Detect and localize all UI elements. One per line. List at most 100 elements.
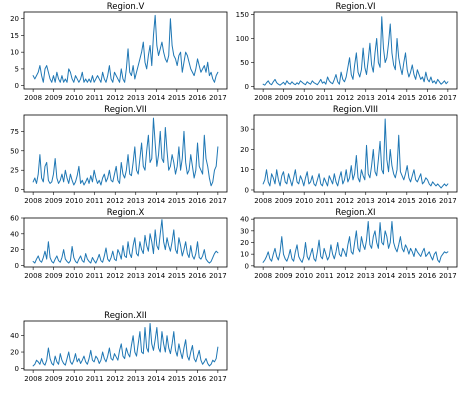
y-tick-label: 0 — [245, 186, 249, 194]
axes-frame — [253, 114, 458, 193]
y-tick-label: 10 — [240, 166, 249, 174]
x-tick-label: 2010 — [65, 375, 83, 383]
subplot-region-x: Region.X 2008 2009 2010 2011 2012 2013 2014 2015… — [10, 208, 228, 280]
x-tick-label: 2017 — [209, 272, 227, 280]
x-tick-label: 2016 — [188, 272, 206, 280]
x-tick-label: 2011 — [86, 272, 104, 280]
x-tick-label: 2011 — [86, 375, 104, 383]
x-tick-label: 2013 — [127, 272, 145, 280]
x-tick-label: 2013 — [127, 94, 145, 102]
x-tick-label: 2010 — [65, 272, 83, 280]
x-tick-label: 2008 — [254, 272, 272, 280]
axes-frame — [23, 217, 228, 268]
x-tick-label: 2008 — [24, 197, 42, 205]
subplot-title: Region.V — [107, 2, 145, 12]
series-line — [32, 322, 219, 367]
y-tick-label: 0 — [15, 365, 19, 373]
x-tick-label: 2013 — [357, 197, 375, 205]
y-tick-label: 0 — [245, 83, 249, 91]
x-tick-label: 2009 — [275, 272, 293, 280]
y-tick-label: 0 — [15, 262, 19, 270]
x-tick-label: 2016 — [188, 375, 206, 383]
series-line — [32, 219, 219, 264]
x-tick-label: 2008 — [24, 272, 42, 280]
x-tick-label: 2008 — [254, 94, 272, 102]
x-tick-label: 2011 — [316, 197, 334, 205]
series-line — [262, 118, 449, 189]
y-tick-label: 20 — [10, 246, 19, 254]
x-tick-label: 2014 — [377, 197, 395, 205]
x-tick-label: 2016 — [418, 272, 436, 280]
y-tick-label: 100 — [236, 35, 249, 43]
y-tick-label: 75 — [10, 128, 19, 136]
x-tick-label: 2013 — [127, 197, 145, 205]
y-tick-label: 20 — [10, 15, 19, 23]
y-tick-label: 15 — [10, 32, 19, 40]
x-tick-label: 2008 — [24, 94, 42, 102]
y-tick-label: 40 — [240, 216, 249, 224]
series-line — [262, 221, 449, 263]
x-tick-label: 2016 — [188, 94, 206, 102]
x-tick-label: 2015 — [168, 94, 186, 102]
axes-frame — [23, 114, 228, 193]
x-tick-label: 2014 — [147, 94, 165, 102]
x-tick-label: 2017 — [439, 272, 457, 280]
x-tick-label: 2017 — [209, 375, 227, 383]
x-tick-label: 2014 — [147, 197, 165, 205]
y-tick-label: 5 — [15, 65, 19, 73]
axes-frame — [253, 217, 458, 268]
x-tick-label: 2017 — [439, 197, 457, 205]
x-tick-label: 2010 — [295, 94, 313, 102]
x-tick-label: 2009 — [45, 272, 63, 280]
y-tick-label: 40 — [10, 230, 19, 238]
x-tick-label: 2011 — [86, 197, 104, 205]
x-tick-label: 2016 — [188, 197, 206, 205]
x-tick-label: 2009 — [275, 197, 293, 205]
y-tick-label: 60 — [10, 215, 19, 223]
x-tick-label: 2013 — [357, 94, 375, 102]
x-tick-label: 2015 — [168, 375, 186, 383]
y-tick-label: 20 — [240, 239, 249, 247]
y-tick-label: 30 — [240, 227, 249, 235]
y-tick-label: 20 — [240, 146, 249, 154]
x-tick-label: 2014 — [377, 272, 395, 280]
x-tick-label: 2012 — [106, 94, 124, 102]
x-tick-label: 2010 — [295, 272, 313, 280]
y-tick-label: 10 — [10, 49, 19, 57]
x-tick-label: 2014 — [377, 94, 395, 102]
y-tick-label: 30 — [240, 126, 249, 134]
y-tick-label: 0 — [245, 262, 249, 270]
series-line — [32, 14, 219, 83]
x-tick-label: 2010 — [295, 197, 313, 205]
axes-frame — [23, 320, 228, 371]
subplot-title: Region.X — [107, 208, 145, 218]
x-tick-label: 2015 — [398, 197, 416, 205]
x-tick-label: 2015 — [398, 272, 416, 280]
x-tick-label: 2014 — [147, 375, 165, 383]
y-tick-label: 0 — [15, 82, 19, 90]
x-tick-label: 2016 — [418, 197, 436, 205]
x-tick-label: 2012 — [106, 272, 124, 280]
x-tick-label: 2013 — [357, 272, 375, 280]
x-tick-label: 2017 — [209, 94, 227, 102]
x-tick-label: 2009 — [45, 375, 63, 383]
y-tick-label: 20 — [10, 349, 19, 357]
x-tick-label: 2012 — [106, 197, 124, 205]
y-tick-label: 40 — [10, 332, 19, 340]
y-tick-label: 0 — [15, 186, 19, 194]
x-tick-label: 2016 — [418, 94, 436, 102]
series-line — [32, 117, 219, 187]
x-tick-label: 2011 — [316, 94, 334, 102]
subplot-title: Region.XII — [104, 311, 147, 321]
series-line — [262, 16, 449, 86]
x-tick-label: 2012 — [106, 375, 124, 383]
x-tick-label: 2015 — [168, 197, 186, 205]
x-tick-label: 2017 — [209, 197, 227, 205]
x-tick-label: 2014 — [147, 272, 165, 280]
x-tick-label: 2008 — [24, 375, 42, 383]
axes-frame — [253, 11, 458, 90]
